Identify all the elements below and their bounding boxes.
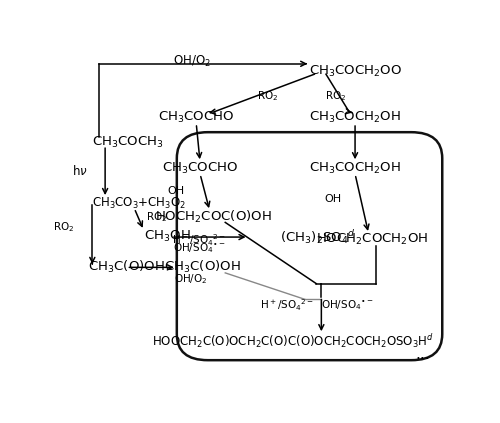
Text: ...: ... xyxy=(416,347,430,362)
Text: RO$_2$: RO$_2$ xyxy=(325,89,346,103)
Text: h$\nu$: h$\nu$ xyxy=(72,164,88,178)
Text: CH$_3$COCHO: CH$_3$COCHO xyxy=(162,160,238,176)
Text: OH/SO$_4$$^{\bullet-}$: OH/SO$_4$$^{\bullet-}$ xyxy=(321,299,374,312)
Text: OH/O$_2$: OH/O$_2$ xyxy=(174,54,211,69)
Text: HOCH$_2$COC(O)OH: HOCH$_2$COC(O)OH xyxy=(156,209,272,225)
Text: OH: OH xyxy=(324,194,342,204)
Text: (CH$_3$)$_2$SO$_4$$^d$: (CH$_3$)$_2$SO$_4$$^d$ xyxy=(280,228,355,246)
Text: RO$_2$: RO$_2$ xyxy=(146,210,167,224)
Text: RO$_2$: RO$_2$ xyxy=(53,220,74,234)
Text: OH/O$_2$: OH/O$_2$ xyxy=(174,272,207,286)
Text: CH$_3$COCH$_2$OH: CH$_3$COCH$_2$OH xyxy=(309,110,401,125)
Text: OH/SO$_4$$^{\bullet-}$: OH/SO$_4$$^{\bullet-}$ xyxy=(173,241,226,255)
Text: HOOCH$_2$C(O)OCH$_2$C(O)C(O)OCH$_2$COCH$_2$OSO$_3$H$^d$: HOOCH$_2$C(O)OCH$_2$C(O)C(O)OCH$_2$COCH$… xyxy=(152,332,434,350)
Text: H$^+$/SO$_4$$^{2-}$: H$^+$/SO$_4$$^{2-}$ xyxy=(260,298,314,313)
Text: CH$_3$C(O)OH: CH$_3$C(O)OH xyxy=(88,259,164,275)
Text: H$^-$/SO$_4$$^{2-}$: H$^-$/SO$_4$$^{2-}$ xyxy=(172,233,226,248)
Text: CH$_3$COCH$_2$OH: CH$_3$COCH$_2$OH xyxy=(309,160,401,176)
Text: HOCH$_2$COCH$_2$OH: HOCH$_2$COCH$_2$OH xyxy=(316,232,428,247)
Text: CH$_3$C(O)OH: CH$_3$C(O)OH xyxy=(164,259,240,275)
Text: CH$_3$OH: CH$_3$OH xyxy=(144,229,190,244)
Text: OH: OH xyxy=(168,187,184,196)
Text: CH$_3$COCHO: CH$_3$COCHO xyxy=(158,110,234,125)
Text: CH$_3$COCH$_3$: CH$_3$COCH$_3$ xyxy=(92,135,164,149)
Text: CH$_3$COCH$_2$OO: CH$_3$COCH$_2$OO xyxy=(308,64,402,80)
Text: CH$_3$CO$_3$+CH$_3$O$_2$: CH$_3$CO$_3$+CH$_3$O$_2$ xyxy=(92,196,186,212)
Text: RO$_2$: RO$_2$ xyxy=(257,89,278,103)
